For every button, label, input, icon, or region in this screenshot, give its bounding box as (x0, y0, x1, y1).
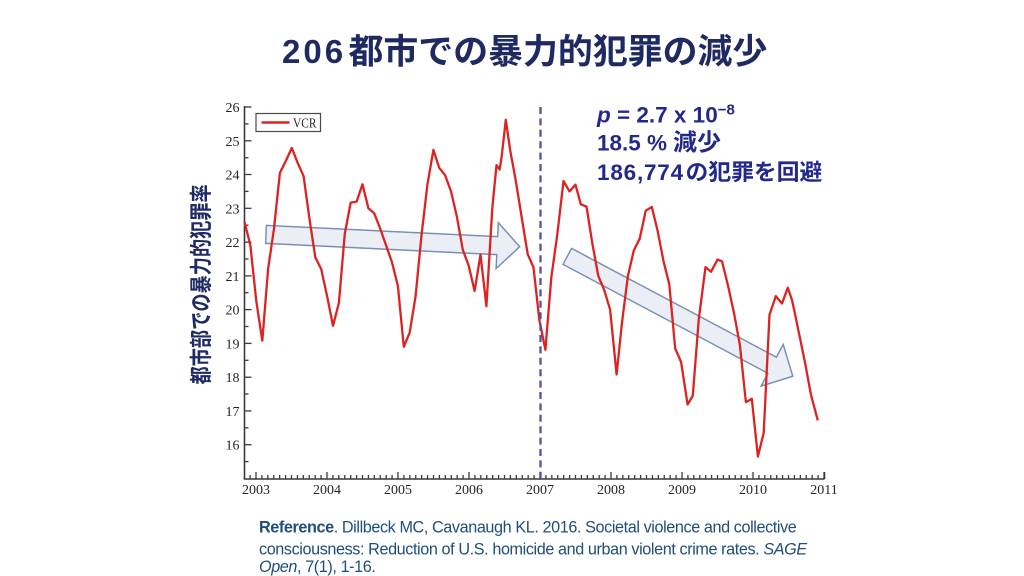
svg-text:consciousness: Reduction of U.: consciousness: Reduction of U.S. homicid… (259, 541, 807, 559)
svg-text:206: 206 (282, 33, 346, 70)
svg-text:20: 20 (226, 304, 240, 319)
svg-text:2005: 2005 (384, 483, 412, 498)
svg-text:2008: 2008 (597, 483, 625, 498)
svg-text:Open, 7(1), 1-16.: Open, 7(1), 1-16. (259, 558, 375, 576)
svg-text:21: 21 (226, 270, 240, 285)
svg-text:23: 23 (226, 202, 240, 217)
svg-text:VCR: VCR (293, 117, 317, 132)
svg-text:19: 19 (226, 337, 240, 352)
svg-text:2007: 2007 (526, 483, 554, 498)
svg-text:2009: 2009 (668, 483, 696, 498)
svg-text:p = 2.7 x 10−8: p = 2.7 x 10−8 (596, 102, 735, 128)
svg-text:26: 26 (226, 101, 240, 116)
svg-text:25: 25 (226, 135, 240, 150)
svg-text:2004: 2004 (313, 483, 341, 498)
svg-text:16: 16 (226, 439, 240, 454)
svg-text:186,774: 186,774 (597, 160, 684, 185)
svg-text:2010: 2010 (739, 483, 767, 498)
svg-text:22: 22 (226, 236, 240, 251)
svg-text:17: 17 (226, 405, 240, 420)
svg-text:2006: 2006 (455, 483, 483, 498)
svg-text:2011: 2011 (810, 483, 837, 498)
svg-text:2003: 2003 (242, 483, 270, 498)
svg-text:18.5 %: 18.5 % (597, 131, 667, 156)
svg-text:18: 18 (226, 371, 240, 386)
svg-text:24: 24 (226, 169, 240, 184)
svg-text:Reference. Dillbeck MC, Cavana: Reference. Dillbeck MC, Cavanaugh KL. 20… (259, 519, 797, 537)
